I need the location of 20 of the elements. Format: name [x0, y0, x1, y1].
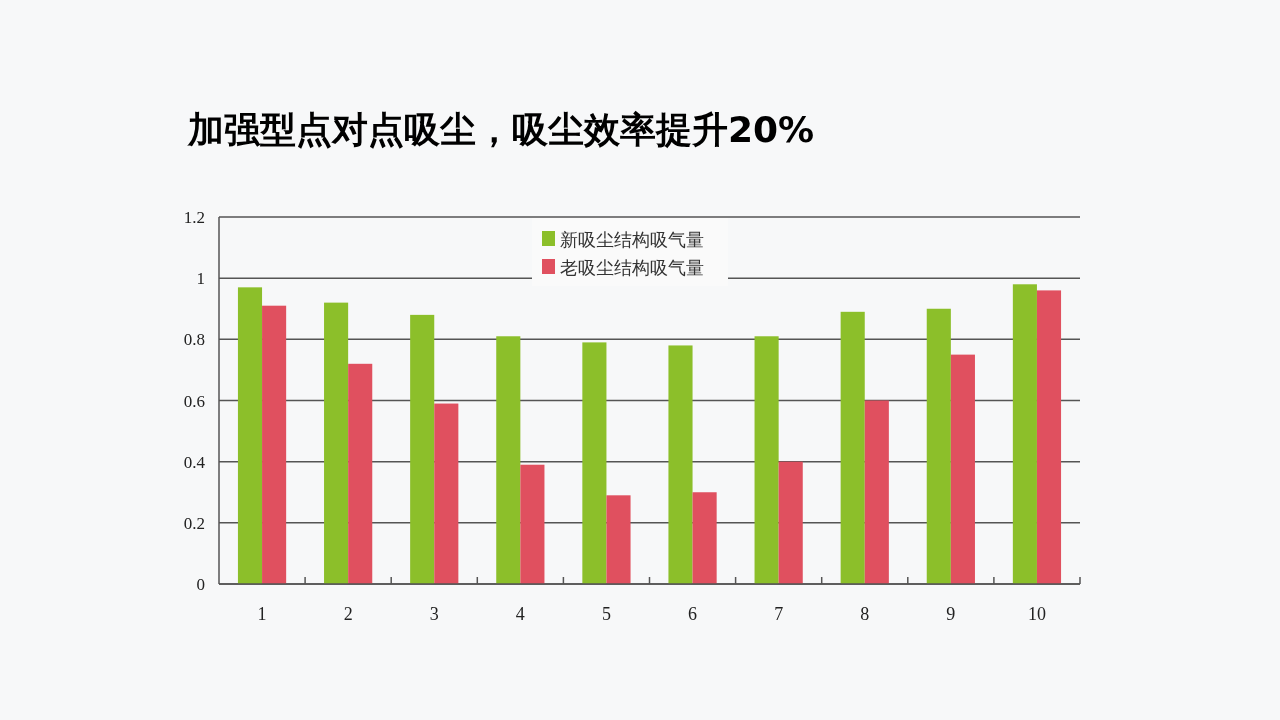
x-tick-label: 4 [515, 604, 525, 624]
x-tick-label: 8 [860, 604, 870, 624]
x-tick-label: 5 [601, 604, 611, 624]
y-tick-label: 1 [196, 269, 205, 289]
y-tick-label: 0.2 [183, 513, 205, 533]
x-tick-label: 6 [688, 604, 698, 624]
x-tick-label: 9 [946, 604, 956, 624]
x-tick-label: 7 [774, 604, 784, 624]
y-tick-label: 0 [196, 575, 205, 594]
x-tick-label: 3 [429, 604, 439, 624]
x-tick-label: 10 [1027, 604, 1046, 624]
x-tick-label: 1 [257, 604, 267, 624]
x-tick-label: 2 [343, 604, 353, 624]
y-tick-label: 0.8 [183, 330, 205, 350]
title: 加强型点对点吸尘，吸尘效率提升20% [188, 109, 815, 150]
legend-label: 新吸尘结构吸气量 [560, 229, 704, 250]
y-tick-label: 0.6 [183, 391, 205, 411]
legend-label: 老吸尘结构吸气量 [560, 257, 704, 278]
y-tick-label: 0.4 [183, 452, 206, 472]
y-tick-label: 1.2 [183, 208, 205, 227]
